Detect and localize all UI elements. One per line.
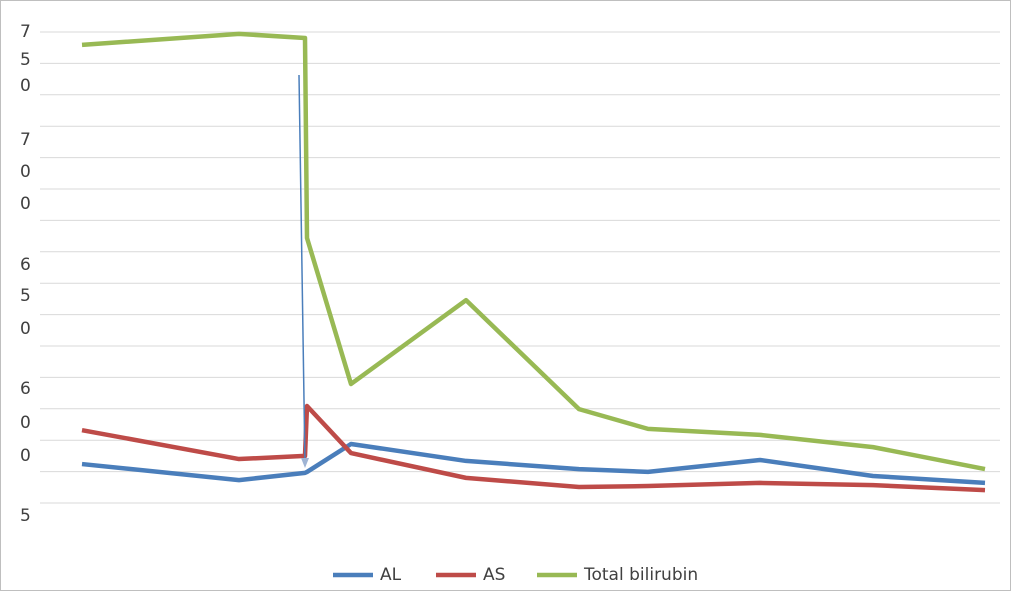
y-axis-label: 0 <box>20 76 31 96</box>
y-axis-label: 6 <box>20 255 31 275</box>
y-axis-label: 0 <box>20 446 31 466</box>
y-axis-label: 5 <box>20 506 31 526</box>
y-axis-label: 0 <box>20 413 31 433</box>
legend-label: AS <box>483 565 505 585</box>
series-line <box>81 441 986 486</box>
y-axis-label: 7 <box>20 22 31 42</box>
series-line <box>81 31 986 472</box>
y-axis-label: 5 <box>20 286 31 306</box>
arrow-head <box>301 458 309 468</box>
annotation-arrow <box>298 74 306 466</box>
y-axis-label: 5 <box>20 50 31 70</box>
legend-label: AL <box>380 565 402 585</box>
y-axis-label: 0 <box>20 319 31 339</box>
y-axis-label: 7 <box>20 130 31 150</box>
series-line <box>81 403 986 493</box>
y-axis-label: 0 <box>20 162 31 182</box>
y-axis-label: 0 <box>20 194 31 214</box>
legend-label: Total bilirubin <box>583 565 698 585</box>
y-axis-label: 6 <box>20 379 31 399</box>
